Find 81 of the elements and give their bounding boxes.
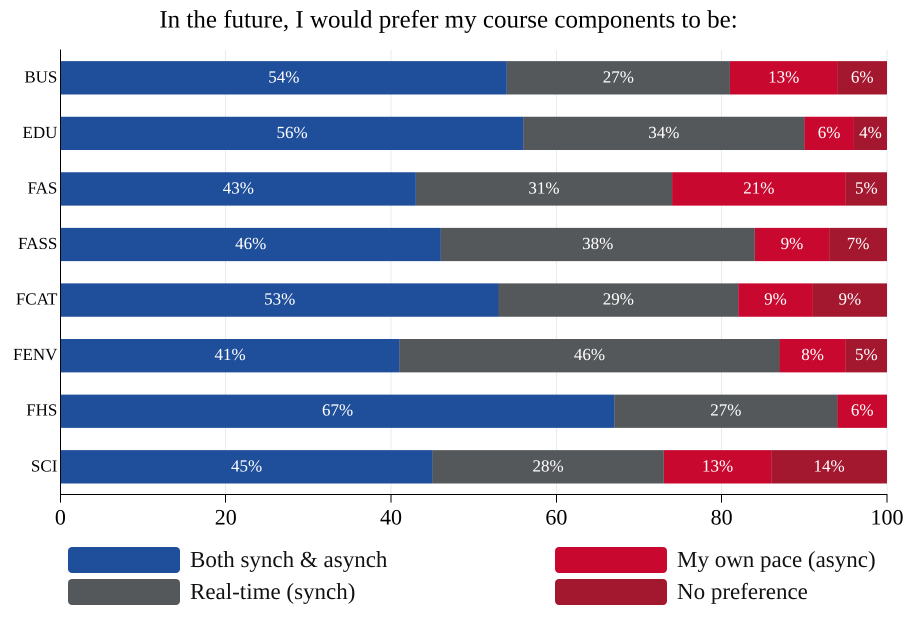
chart-title: In the future, I would prefer my course components to be: <box>159 6 738 34</box>
bar <box>60 172 416 206</box>
data-label: 46% <box>574 345 606 364</box>
y-tick-label: FASS <box>18 234 58 253</box>
data-label: 13% <box>768 67 800 86</box>
legend-label: Both synch & asynch <box>190 547 388 573</box>
data-label: 41% <box>214 345 246 364</box>
bar <box>60 116 524 150</box>
data-label: 6% <box>818 122 840 142</box>
y-tick-label: FCAT <box>16 290 58 309</box>
bar <box>829 228 887 262</box>
data-label: 27% <box>602 67 634 86</box>
y-tick-label: BUS <box>24 67 58 86</box>
bar <box>498 283 738 317</box>
data-label: 13% <box>702 456 734 476</box>
data-label: 27% <box>710 400 742 420</box>
bar <box>854 116 887 150</box>
bar <box>523 116 804 150</box>
data-label: 8% <box>801 345 824 364</box>
bar <box>416 172 672 206</box>
data-label: 34% <box>648 122 680 142</box>
legend-label: No preference <box>677 579 808 605</box>
bar <box>432 450 664 484</box>
bar <box>60 450 432 484</box>
x-tick-label: 80 <box>710 504 733 530</box>
y-tick-label: FENV <box>12 345 58 364</box>
legend-label: Real-time (synch) <box>190 579 356 605</box>
bar <box>846 172 887 206</box>
bar <box>60 228 441 262</box>
bar <box>60 338 400 372</box>
bar <box>771 450 887 484</box>
data-label: 14% <box>814 456 845 476</box>
x-tick-label: 0 <box>54 504 66 530</box>
data-label: 9% <box>764 290 787 309</box>
bar <box>664 450 772 484</box>
bar <box>780 338 846 372</box>
data-label: 67% <box>322 400 354 420</box>
data-label: 5% <box>855 345 878 364</box>
bar <box>738 283 813 317</box>
bar <box>614 394 838 428</box>
data-label: 5% <box>855 178 878 198</box>
data-label: 6% <box>850 400 874 420</box>
bar <box>440 228 755 262</box>
data-label: 7% <box>846 234 870 253</box>
y-tick-label: FHS <box>26 400 58 420</box>
data-label: 28% <box>532 456 564 476</box>
bar <box>60 283 498 317</box>
data-label: 53% <box>264 290 296 309</box>
data-label: 31% <box>528 178 560 198</box>
data-label: 54% <box>268 67 300 86</box>
x-tick-label: 100 <box>870 504 904 530</box>
bar <box>804 116 854 150</box>
data-label: 38% <box>582 234 614 253</box>
bar <box>60 394 614 428</box>
x-tick-label: 40 <box>380 504 402 530</box>
data-label: 46% <box>235 234 266 253</box>
data-label: 9% <box>780 234 804 253</box>
y-tick-label: SCI <box>30 456 58 476</box>
data-label: 9% <box>838 290 862 309</box>
data-label: 21% <box>743 178 774 198</box>
data-label: 4% <box>859 122 882 142</box>
bar <box>730 61 838 94</box>
bar <box>506 61 730 94</box>
bar <box>837 61 887 94</box>
x-tick-label: 20 <box>214 504 237 530</box>
bar <box>846 338 887 372</box>
y-tick-label: EDU <box>22 122 58 142</box>
data-label: 43% <box>222 178 254 198</box>
bar <box>399 338 780 372</box>
bar <box>812 283 887 317</box>
legend-label: My own pace (async) <box>677 547 876 573</box>
bar <box>754 228 830 262</box>
data-label: 45% <box>231 456 262 476</box>
bar <box>837 394 887 428</box>
x-tick-label: 60 <box>545 504 568 530</box>
data-label: 56% <box>276 122 308 142</box>
data-label: 29% <box>602 290 634 309</box>
y-tick-label: FAS <box>27 178 58 198</box>
bar <box>672 172 846 206</box>
bar <box>60 61 507 94</box>
data-label: 6% <box>850 67 874 86</box>
